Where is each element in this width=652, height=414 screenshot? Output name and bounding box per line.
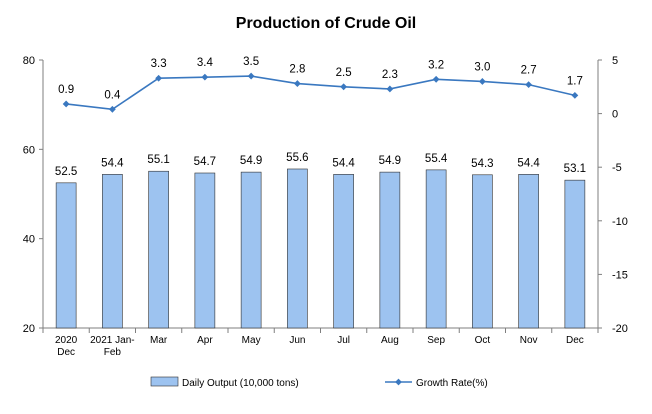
x-tick-label: Feb — [104, 347, 122, 358]
line-point — [571, 91, 579, 99]
bar — [287, 168, 308, 329]
bar — [240, 171, 262, 329]
bar-value-label: 54.4 — [332, 157, 355, 169]
chart-legend: Daily Output (10,000 tons) Growth Rate(%) — [150, 376, 488, 389]
x-tick-label: Oct — [475, 335, 491, 346]
x-tick-label: Jul — [337, 335, 350, 346]
x-tick-label: Aug — [381, 335, 399, 346]
legend-line-label: Growth Rate(%) — [416, 378, 488, 389]
line-point — [293, 80, 301, 87]
x-tick-label: Dec — [566, 335, 584, 346]
bar — [333, 174, 354, 329]
line-point — [432, 75, 440, 83]
y-right-tick-label: -20 — [612, 323, 628, 335]
x-tick-label: Nov — [520, 335, 538, 346]
line-point — [340, 83, 348, 91]
y-right-tick-label: 0 — [612, 109, 618, 121]
line-point — [62, 100, 70, 108]
line-value-label: 2.3 — [382, 69, 398, 81]
bar-value-label: 53.1 — [564, 163, 586, 175]
bar — [425, 169, 447, 329]
y-left-tick-label: 20 — [23, 323, 35, 335]
line-value-label: 2.8 — [289, 64, 305, 76]
line-value-label: 2.7 — [521, 65, 537, 77]
bar-value-label: 54.9 — [240, 155, 262, 167]
x-tick-label: Dec — [57, 347, 75, 358]
bar-value-label: 54.3 — [471, 158, 493, 170]
bar-series: 52.5 54.4 55.1 54.7 54.9 55.6 54.4 54.9 55.4 54.3… — [55, 152, 586, 329]
legend-bar-label: Daily Output (10,000 tons) — [182, 378, 299, 389]
y-left-tick-label: 80 — [23, 55, 35, 67]
line-value-label: 1.7 — [567, 75, 583, 87]
legend-bar-swatch — [150, 376, 179, 387]
line-point — [108, 105, 116, 113]
y-right-tick-label: -15 — [612, 269, 628, 281]
y-left-tick-label: 60 — [23, 144, 35, 156]
bar-value-label: 55.4 — [425, 153, 448, 165]
bar-value-label: 52.5 — [55, 166, 77, 178]
bar — [472, 174, 493, 329]
bar — [564, 179, 586, 329]
line-point — [155, 74, 163, 82]
bar-value-label: 55.6 — [286, 152, 308, 164]
bar-value-label: 54.4 — [517, 157, 540, 169]
bar-value-label: 55.1 — [147, 154, 169, 166]
x-tick-label: 2020 — [55, 335, 78, 346]
bar — [194, 172, 216, 329]
line-point — [201, 73, 209, 81]
line-value-label: 3.2 — [428, 59, 444, 71]
line-value-label: 3.3 — [151, 58, 167, 70]
legend-line-marker — [395, 378, 402, 386]
x-tick-label: May — [242, 335, 261, 346]
chart-title: Production of Crude Oil — [236, 15, 416, 32]
line-value-label: 3.0 — [474, 61, 490, 73]
line-point — [478, 78, 486, 85]
line-value-label: 3.5 — [243, 56, 259, 68]
line-series: 0.9 0.4 3.3 3.4 3.5 2.8 2.5 2.3 3.2 3.0 2.7 1.7 — [58, 56, 583, 113]
bar — [379, 171, 401, 329]
y-right-tick-label: -5 — [612, 162, 622, 174]
bar-value-label: 54.4 — [101, 157, 124, 169]
x-tick-label: Sep — [427, 335, 445, 346]
y-left-tick-label: 40 — [23, 234, 35, 246]
bar — [518, 174, 539, 329]
x-tick-label: Mar — [150, 335, 168, 346]
x-tick-label: Jun — [289, 335, 305, 346]
x-tick-label: Apr — [197, 335, 213, 346]
bar-value-label: 54.9 — [379, 155, 401, 167]
bar — [55, 182, 77, 329]
bar — [148, 170, 169, 329]
line-value-label: 0.4 — [104, 89, 121, 101]
line-point — [247, 72, 255, 80]
growth-rate-line — [66, 75, 576, 111]
y-right-tick-label: 5 — [612, 55, 618, 67]
line-value-label: 0.9 — [58, 84, 74, 96]
line-point — [525, 81, 533, 89]
y-right-tick-label: -10 — [612, 216, 628, 228]
line-point — [386, 85, 394, 93]
bar — [102, 174, 123, 329]
bar-value-label: 54.7 — [194, 156, 216, 168]
line-value-label: 2.5 — [336, 67, 352, 79]
line-value-label: 3.4 — [197, 57, 214, 69]
x-tick-label: 2021 Jan- — [90, 335, 134, 346]
